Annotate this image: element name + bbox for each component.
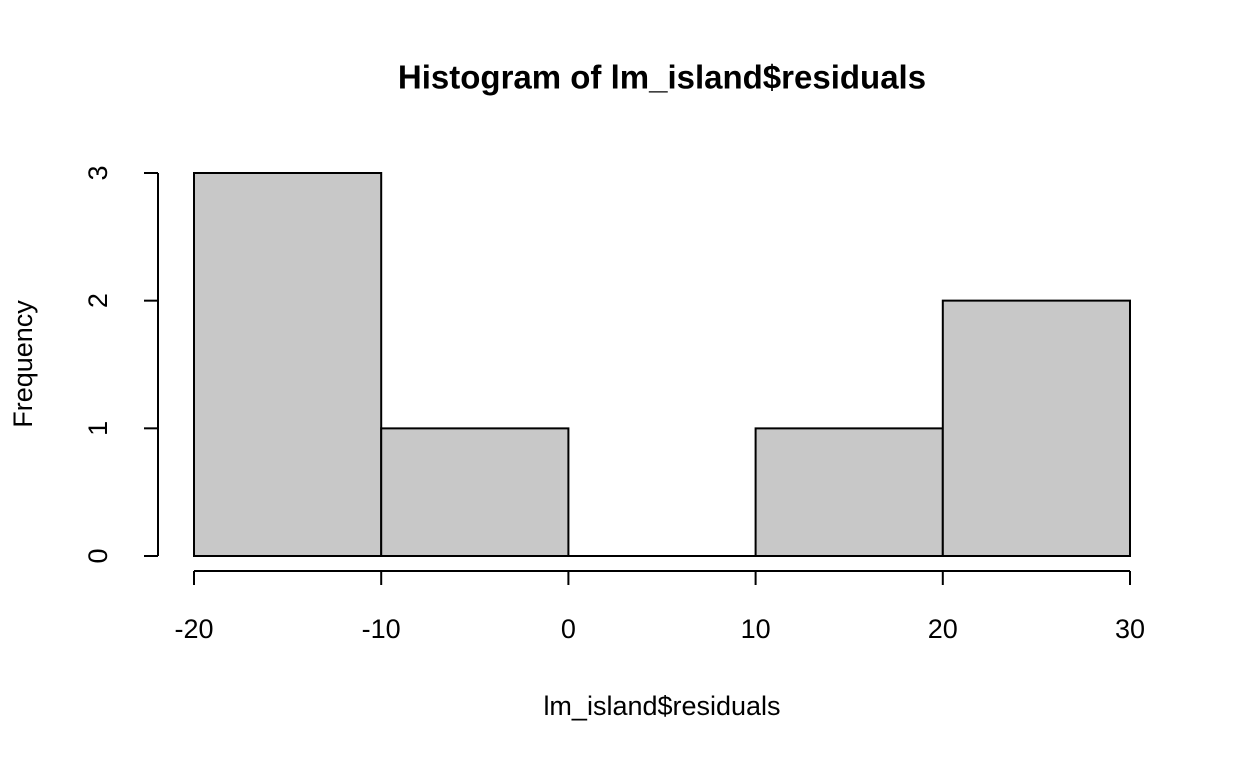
y-tick-label: 1 bbox=[83, 421, 113, 436]
x-tick-label: -20 bbox=[174, 614, 213, 644]
y-tick-label: 2 bbox=[83, 293, 113, 308]
x-tick-label: 20 bbox=[928, 614, 958, 644]
y-axis-label: Frequency bbox=[8, 300, 38, 428]
y-tick-label: 0 bbox=[83, 548, 113, 563]
bar bbox=[941, 299, 1131, 557]
bar bbox=[193, 172, 383, 557]
y-tick-label: 3 bbox=[83, 165, 113, 180]
chart-title: Histogram of lm_island$residuals bbox=[398, 59, 926, 96]
x-tick-label: 30 bbox=[1115, 614, 1145, 644]
bar bbox=[754, 427, 944, 557]
x-tick-label: -10 bbox=[362, 614, 401, 644]
x-tick-label: 0 bbox=[561, 614, 576, 644]
x-axis-label: lm_island$residuals bbox=[543, 691, 780, 721]
x-tick-label: 10 bbox=[741, 614, 771, 644]
bar bbox=[380, 427, 570, 557]
